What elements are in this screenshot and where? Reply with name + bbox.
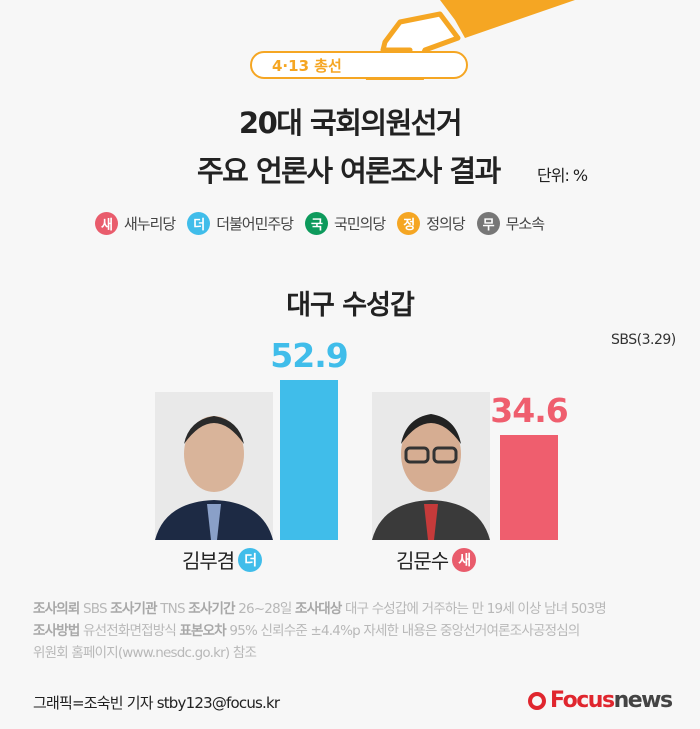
notes-line-2: 조사방법 유선전화면접방식 표본오차 95% 신뢰수준 ±4.4%p 자세한 내… [33, 620, 683, 642]
data-label-2: 34.6 [490, 391, 568, 431]
page-title-line1: 20대 국회의원선거 [238, 106, 463, 140]
bar-1 [280, 380, 338, 540]
notes-segment: 조사의뢰 [33, 601, 80, 617]
legend-label: 새누리당 [124, 215, 176, 233]
legend-label: 더불어민주당 [216, 215, 294, 233]
notes-segment: 26~28일 [234, 601, 295, 617]
data-label-1: 52.9 [270, 336, 348, 375]
notes-segment: 조사기간 [188, 601, 235, 617]
notes-line-3: 위원회 홈페이지(www.nesdc.go.kr) 참조 [33, 642, 683, 664]
candidate-photo-1 [155, 392, 273, 540]
party-legend: 새 새누리당 더 더불어민주당 국 국민의당 정 정의당 무 무소속 [95, 212, 545, 235]
notes-segment: 조사대상 [294, 601, 342, 617]
legend-label: 정의당 [426, 215, 465, 233]
badge-text: 4·13 총선 [272, 57, 342, 75]
legend-label: 국민의당 [334, 215, 386, 233]
notes-segment: 조사기관 [110, 601, 157, 617]
logo-news: news [613, 688, 674, 713]
candidate-name-text: 김부겸 [182, 549, 235, 573]
notes-segment: 표본오차 [179, 623, 226, 639]
party-icon: 무 [476, 212, 500, 235]
party-icon: 더 [187, 212, 211, 235]
legend-item: 무 무소속 [476, 212, 545, 235]
candidate-name-1: 김부겸 더 [182, 545, 263, 574]
notes-line-1: 조사의뢰 SBS 조사기관 TNS 조사기간 26~28일 조사대상 대구 수성… [33, 598, 683, 620]
focus-news-logo: Focus news [528, 688, 674, 713]
unit-label: 단위: % [537, 166, 588, 185]
notes-segment: 위원회 홈페이지(www.nesdc.go.kr) 참조 [33, 645, 257, 661]
page-title-line2: 주요 언론사 여론조사 결과 [197, 154, 501, 188]
notes-segment: 조사방법 [33, 623, 80, 639]
party-badge-icon: 더 [238, 547, 263, 572]
bar-2 [500, 435, 558, 540]
region-title: 대구 수성갑 [286, 290, 415, 321]
candidate-photo-2 [372, 392, 490, 540]
party-icon: 새 [95, 212, 118, 235]
notes-segment: 유선전화면접방식 [79, 623, 180, 639]
notes-segment: SBS [79, 601, 111, 617]
legend-item: 정 정의당 [397, 212, 466, 235]
graphic-credit: 그래픽=조숙빈 기자 stby123@focus.kr [33, 694, 280, 712]
logo-mark-icon [528, 691, 546, 710]
election-badge [250, 51, 468, 79]
party-icon: 정 [397, 212, 421, 235]
poll-source: SBS(3.29) [611, 332, 676, 348]
notes-segment: TNS [156, 601, 189, 617]
legend-item: 국 국민의당 [305, 212, 386, 235]
candidate-name-2: 김문수 새 [396, 545, 477, 574]
legend-item: 새 새누리당 [95, 212, 176, 235]
notes-segment: 대구 수성갑에 거주하는 만 19세 이상 남녀 503명 [341, 601, 607, 617]
candidate-name-text: 김문수 [396, 549, 449, 573]
notes-segment: 95% 신뢰수준 ±4.4%p 자세한 내용은 중앙선거여론조사공정심의 [225, 623, 580, 639]
party-badge-icon: 새 [452, 547, 477, 572]
legend-label: 무소속 [505, 215, 545, 233]
party-icon: 국 [305, 212, 329, 235]
legend-item: 더 더불어민주당 [187, 212, 294, 235]
survey-notes: 조사의뢰 SBS 조사기관 TNS 조사기간 26~28일 조사대상 대구 수성… [33, 598, 683, 664]
logo-focus: Focus [550, 688, 615, 713]
